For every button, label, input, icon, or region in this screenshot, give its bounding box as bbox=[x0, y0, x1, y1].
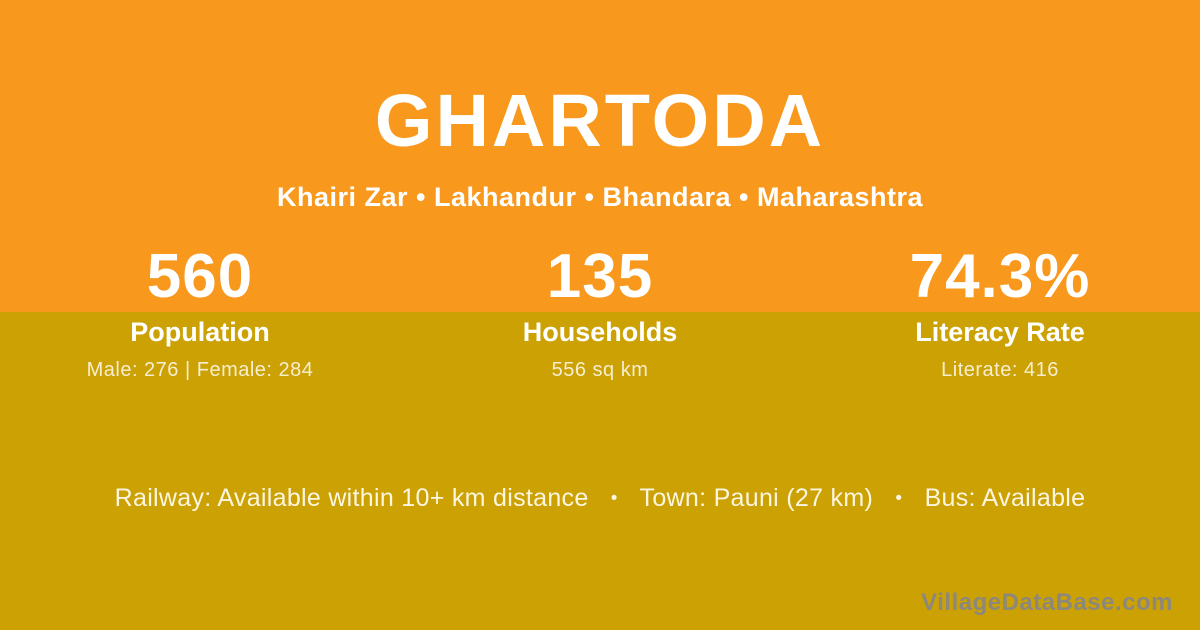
transport-info: Railway: Available within 10+ km distanc… bbox=[0, 484, 1200, 513]
stat-households: 135 Households 556 sq km bbox=[400, 246, 800, 382]
page-title: GHARTODA bbox=[374, 79, 826, 162]
households-label: Households bbox=[522, 317, 678, 347]
town-info: Town: Pauni (27 km) bbox=[639, 484, 874, 512]
bullet-separator: • bbox=[895, 488, 903, 509]
header-band bbox=[0, 0, 1200, 312]
bus-info: Bus: Available bbox=[924, 484, 1086, 512]
households-value: 135 bbox=[546, 242, 654, 311]
literacy-rate-label: Literacy Rate bbox=[915, 317, 1085, 347]
stats-row: 560 Population Male: 276 | Female: 284 1… bbox=[0, 246, 1200, 382]
watermark: VillageDataBase.com bbox=[921, 589, 1173, 616]
literacy-rate-value: 74.3% bbox=[909, 242, 1091, 311]
households-detail: 556 sq km bbox=[551, 359, 649, 381]
railway-info: Railway: Available within 10+ km distanc… bbox=[114, 484, 589, 512]
literacy-rate-detail: Literate: 416 bbox=[941, 359, 1059, 381]
stat-literacy-rate: 74.3% Literacy Rate Literate: 416 bbox=[800, 246, 1200, 382]
population-value: 560 bbox=[146, 242, 254, 311]
location-breadcrumb: Khairi Zar • Lakhandur • Bhandara • Maha… bbox=[276, 182, 924, 212]
stat-population: 560 Population Male: 276 | Female: 284 bbox=[0, 246, 400, 382]
bullet-separator: • bbox=[610, 488, 618, 509]
population-detail: Male: 276 | Female: 284 bbox=[86, 359, 314, 381]
population-label: Population bbox=[130, 317, 270, 347]
